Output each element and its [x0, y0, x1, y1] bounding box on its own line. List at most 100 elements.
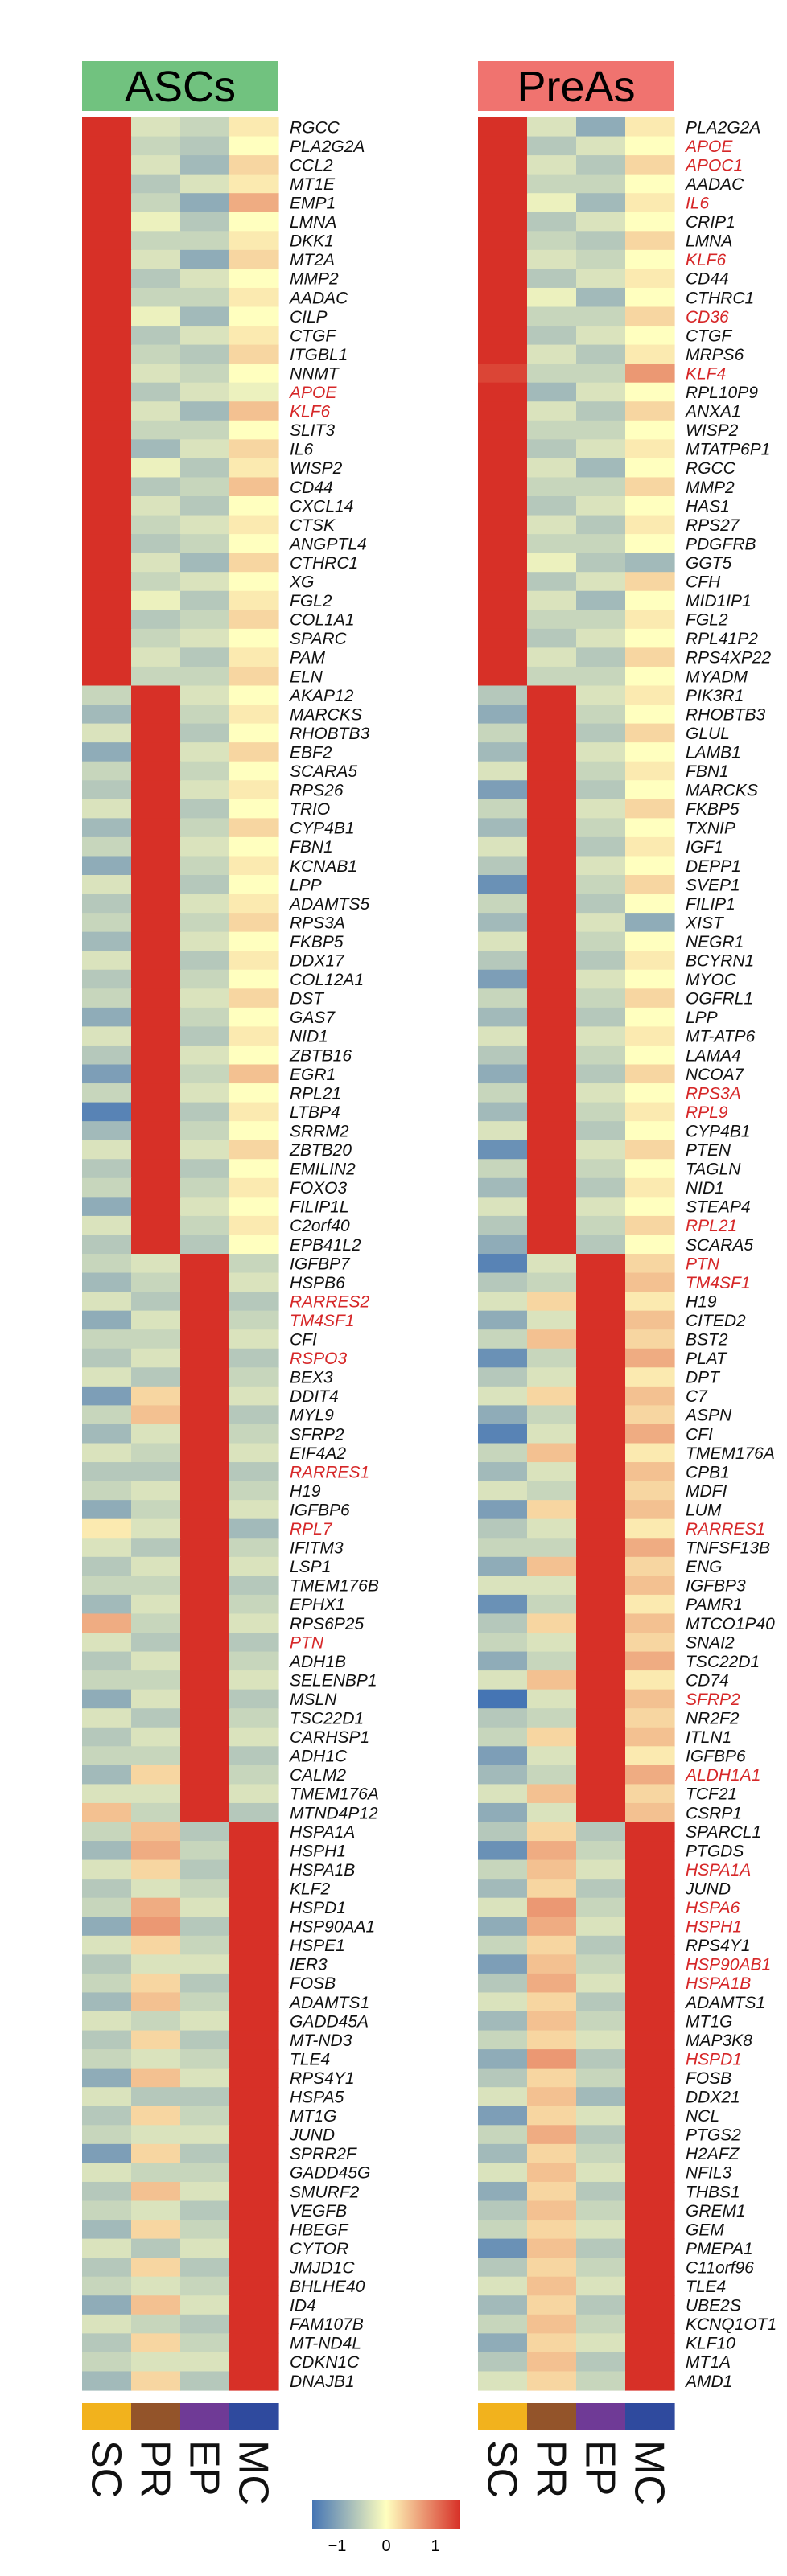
heatmap-cell-rgcc-sc: [82, 117, 132, 138]
heatmap-cell-cilp-pr: [131, 306, 181, 327]
heatmap-cell-calm2-ep: [180, 1765, 230, 1785]
panel-header-ascs: [82, 61, 278, 111]
gene-label-cd44: CD44: [686, 270, 729, 289]
heatmap-cell-igfbp7-ep: [180, 1254, 230, 1274]
heatmap-cell-rarres1-mc: [229, 1462, 279, 1482]
heatmap-cell-hspa1b-sc: [478, 1973, 528, 1994]
gene-label-rpl7: RPL7: [290, 1520, 333, 1539]
heatmap-cell-c11orf96-mc: [625, 2258, 675, 2278]
heatmap-cell-ltbp4-pr: [131, 1102, 181, 1122]
heatmap-cell-bhlhe40-sc: [82, 2276, 132, 2296]
heatmap-cell-rpl7-mc: [229, 1518, 279, 1539]
heatmap-cell-rps4y1-mc: [625, 1935, 675, 1955]
gene-label-rpl21: RPL21: [290, 1084, 341, 1103]
heatmap-cell-fosb-sc: [82, 1973, 132, 1994]
gene-label-mt1e: MT1E: [290, 175, 336, 194]
heatmap-cell-cthrc1-mc: [229, 553, 279, 573]
heatmap-cell-pten-ep: [576, 1140, 626, 1160]
gene-label-gas7: GAS7: [290, 1009, 336, 1027]
heatmap-cell-lpp-sc: [82, 875, 132, 895]
heatmap-cell-svep1-sc: [478, 875, 528, 895]
heatmap-cell-eng-ep: [576, 1556, 626, 1576]
heatmap-cell-hspa1a-ep: [576, 1859, 626, 1880]
heatmap-cell-col12a1-mc: [229, 969, 279, 989]
heatmap-cell-mdfi-mc: [625, 1481, 675, 1501]
gene-label-h2afz: H2AFZ: [686, 2145, 740, 2163]
heatmap-cell-bcyrn1-mc: [625, 951, 675, 971]
heatmap-cell-nfil3-sc: [478, 2163, 528, 2183]
gene-label-c2orf40: C2orf40: [290, 1217, 350, 1235]
heatmap-cell-itgbl1-mc: [229, 344, 279, 364]
heatmap-cell-igfbp6-pr: [131, 1500, 181, 1520]
gene-label-igfbp3: IGFBP3: [686, 1577, 746, 1596]
heatmap-cell-gas7-mc: [229, 1007, 279, 1027]
heatmap-cell-msln-ep: [180, 1689, 230, 1709]
heatmap-cell-cdkn1c-mc: [229, 2352, 279, 2373]
gene-label-cd36: CD36: [686, 308, 729, 327]
gene-label-tsc22d1: TSC22D1: [290, 1710, 364, 1728]
heatmap-cell-srrm2-ep: [180, 1121, 230, 1141]
heatmap-cell-ctgf-mc: [229, 326, 279, 346]
heatmap-cell-rhobtb3-sc: [478, 705, 528, 725]
heatmap-cell-klf6-mc: [625, 249, 675, 269]
heatmap-cell-hspb6-pr: [131, 1272, 181, 1292]
heatmap-cell-xg-sc: [82, 572, 132, 592]
heatmap-cell-mt-atp6-mc: [625, 1026, 675, 1046]
heatmap-cell-hspa1b-mc: [229, 1859, 279, 1880]
heatmap-cell-hspe1-mc: [229, 1935, 279, 1955]
heatmap-cell-myadm-ep: [576, 666, 626, 687]
heatmap-cell-sparcl1-pr: [527, 1822, 577, 1842]
gene-label-klf6: KLF6: [686, 251, 727, 269]
heatmap-cell-sprr2f-mc: [229, 2143, 279, 2163]
heatmap-cell-ddx17-pr: [131, 951, 181, 971]
heatmap-cell-cxcl14-pr: [131, 496, 181, 516]
heatmap-cell-txnip-mc: [625, 818, 675, 838]
heatmap-cell-mmp2-mc: [229, 269, 279, 289]
heatmap-cell-cyp4b1-mc: [229, 818, 279, 838]
heatmap-cell-mmp2-ep: [180, 269, 230, 289]
gene-label-bcyrn1: BCYRN1: [686, 952, 754, 971]
heatmap-cell-aldh1a1-pr: [527, 1765, 577, 1785]
heatmap-cell-filip1-ep: [576, 894, 626, 914]
gene-label-apoe: APOE: [288, 384, 337, 402]
heatmap-cell-lpp-mc: [625, 1007, 675, 1027]
heatmap-cell-h19-pr: [527, 1292, 577, 1312]
heatmap-cell-ctgf-ep: [576, 326, 626, 346]
heatmap-cell-rarres1-sc: [82, 1462, 132, 1482]
gene-label-hsp90aa1: HSP90AA1: [290, 1918, 375, 1937]
gene-label-hspa1a: HSPA1A: [290, 1823, 355, 1842]
heatmap-cell-filip1-sc: [478, 894, 528, 914]
heatmap-cell-map3k8-sc: [478, 2030, 528, 2050]
heatmap-cell-adamts1-mc: [229, 1992, 279, 2012]
heatmap-cell-marcks-ep: [576, 780, 626, 800]
gene-label-fkbp5: FKBP5: [290, 933, 344, 951]
heatmap-cell-igfbp6-sc: [478, 1746, 528, 1766]
gene-label-ptgs2: PTGS2: [686, 2126, 741, 2145]
gene-label-jmjd1c: JMJD1C: [289, 2258, 355, 2277]
heatmap-cell-tsc22d1-ep: [180, 1708, 230, 1728]
heatmap-cell-lpp-pr: [527, 1007, 577, 1027]
heatmap-cell-egr1-pr: [131, 1064, 181, 1084]
heatmap-cell-eng-mc: [625, 1556, 675, 1576]
heatmap-cell-h2afz-mc: [625, 2143, 675, 2163]
column-label-pr: PR: [528, 2440, 575, 2498]
heatmap-cell-itgbl1-sc: [82, 344, 132, 364]
gene-label-pla2g2a: PLA2G2A: [290, 138, 365, 156]
heatmap-cell-mtatp6p1-mc: [625, 439, 675, 459]
heatmap-cell-adh1b-sc: [82, 1651, 132, 1671]
gene-label-ggt5: GGT5: [686, 554, 731, 573]
heatmap-cell-nr2f2-ep: [576, 1708, 626, 1728]
heatmap-cell-rpl21-pr: [527, 1215, 577, 1236]
heatmap-cell-mtatp6p1-sc: [478, 439, 528, 459]
heatmap-cell-il6-sc: [478, 193, 528, 213]
heatmap-cell-ddx21-ep: [576, 2087, 626, 2107]
gene-label-vegfb: VEGFB: [290, 2202, 347, 2221]
heatmap-cell-col1a1-sc: [82, 610, 132, 630]
heatmap-cell-tmem176a-ep: [576, 1443, 626, 1463]
heatmap-cell-pla2g2a-ep: [180, 136, 230, 156]
gene-label-fkbp5: FKBP5: [686, 800, 740, 819]
heatmap-cell-pla2g2a-pr: [527, 117, 577, 138]
gene-label-nfil3: NFIL3: [686, 2164, 732, 2183]
heatmap-cell-myoc-pr: [527, 969, 577, 989]
heatmap-cell-calm2-sc: [82, 1765, 132, 1785]
